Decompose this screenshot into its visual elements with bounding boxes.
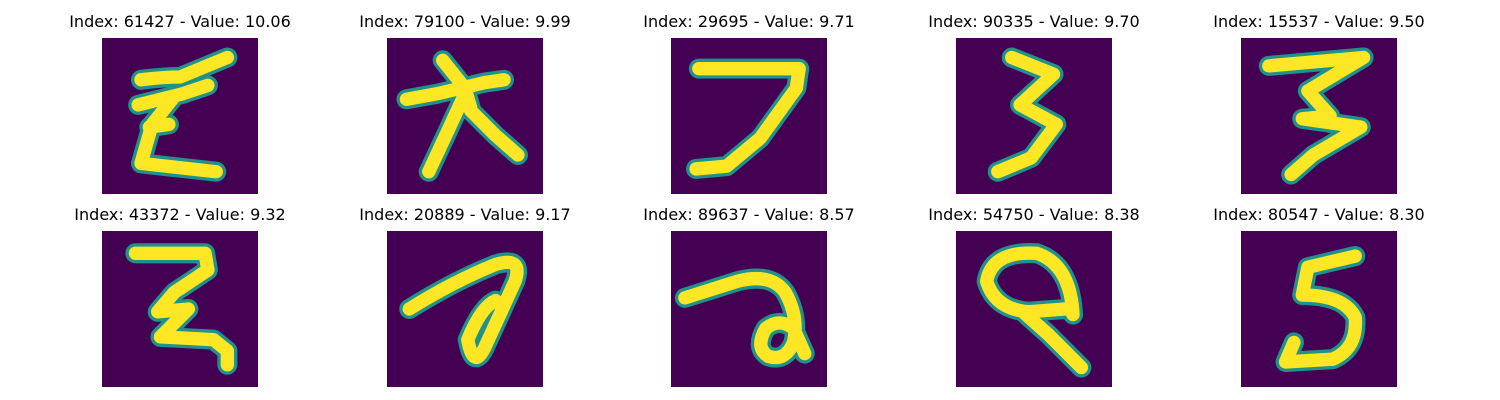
digit-image-loop-shape xyxy=(956,231,1112,387)
image-panel: Index: 15537 - Value: 9.50 xyxy=(1209,12,1429,202)
digit-image-cross-shape xyxy=(387,38,543,194)
digit-image-three-shape xyxy=(1241,38,1397,194)
image-panel: Index: 20889 - Value: 9.17 xyxy=(355,205,575,395)
panel-title: Index: 79100 - Value: 9.99 xyxy=(359,12,571,31)
digit-image-spiral-shape xyxy=(671,231,827,387)
digit-image-sigma-shape xyxy=(102,38,258,194)
digit-image-five-shape xyxy=(1241,231,1397,387)
panel-title: Index: 89637 - Value: 8.57 xyxy=(643,205,855,224)
image-panel: Index: 29695 - Value: 9.71 xyxy=(639,12,859,202)
digit-image-seven-shape xyxy=(671,38,827,194)
panel-title: Index: 43372 - Value: 9.32 xyxy=(74,205,286,224)
image-panel: Index: 89637 - Value: 8.57 xyxy=(639,205,859,395)
image-panel: Index: 61427 - Value: 10.06 xyxy=(69,12,291,202)
image-panel: Index: 54750 - Value: 8.38 xyxy=(924,205,1144,395)
image-panel: Index: 80547 - Value: 8.30 xyxy=(1209,205,1429,395)
image-panel: Index: 90335 - Value: 9.70 xyxy=(924,12,1144,202)
image-panel: Index: 79100 - Value: 9.99 xyxy=(355,12,575,202)
digit-image-two-shape xyxy=(102,231,258,387)
panel-title: Index: 61427 - Value: 10.06 xyxy=(69,12,291,31)
image-panel: Index: 43372 - Value: 9.32 xyxy=(70,205,290,395)
panel-title: Index: 90335 - Value: 9.70 xyxy=(928,12,1140,31)
digit-image-loop-shape xyxy=(387,231,543,387)
panel-title: Index: 54750 - Value: 8.38 xyxy=(928,205,1140,224)
panel-title: Index: 80547 - Value: 8.30 xyxy=(1213,205,1425,224)
panel-title: Index: 15537 - Value: 9.50 xyxy=(1213,12,1425,31)
digit-image-three-shape xyxy=(956,38,1112,194)
panel-title: Index: 20889 - Value: 9.17 xyxy=(359,205,571,224)
panel-title: Index: 29695 - Value: 9.71 xyxy=(643,12,855,31)
